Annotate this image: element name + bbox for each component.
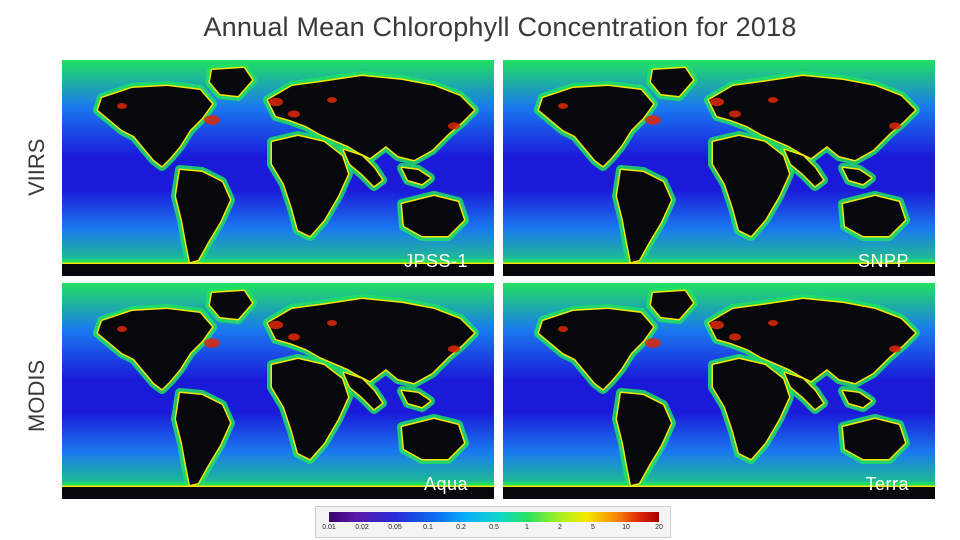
- extreme-chlorophyll-spot: [558, 326, 568, 332]
- colorbar-tick-label: 0.05: [388, 524, 402, 531]
- colorbar-tick-label: 2: [558, 524, 562, 531]
- landmass: [272, 359, 348, 459]
- chlorophyll-map: [62, 60, 494, 276]
- extreme-chlorophyll-spot: [768, 320, 778, 326]
- extreme-chlorophyll-spot: [729, 110, 741, 118]
- extreme-chlorophyll-spot: [729, 333, 741, 341]
- extreme-chlorophyll-spot: [889, 122, 901, 130]
- map-panel-aqua: Aqua: [62, 283, 494, 499]
- landmass: [344, 150, 382, 186]
- extreme-chlorophyll-spot: [117, 103, 127, 109]
- landmass: [210, 68, 252, 96]
- extreme-chlorophyll-spot: [768, 97, 778, 103]
- page-title: Annual Mean Chlorophyll Concentration fo…: [203, 12, 797, 42]
- landmass: [617, 170, 671, 262]
- landmass: [402, 196, 464, 236]
- colorbar-tick-label: 10: [622, 524, 630, 531]
- extreme-chlorophyll-spot: [204, 338, 220, 348]
- landmass: [785, 150, 823, 186]
- colorbar-tick-label: 0.01: [322, 524, 336, 531]
- extreme-chlorophyll-spot: [269, 97, 283, 107]
- extreme-chlorophyll-spot: [117, 326, 127, 332]
- extreme-chlorophyll-spot: [889, 345, 901, 353]
- colorbar-tick-label: 0.2: [456, 524, 466, 531]
- extreme-chlorophyll-spot: [204, 115, 220, 125]
- landmass: [651, 291, 693, 319]
- map-panel-snpp: SNPP: [503, 60, 935, 276]
- colorbar-tick-label: 0.1: [423, 524, 433, 531]
- colorbar-frame: [315, 506, 671, 538]
- colorbar-tick-label: 0.5: [489, 524, 499, 531]
- landmass: [176, 393, 230, 485]
- landmass: [272, 136, 348, 236]
- extreme-chlorophyll-spot: [645, 338, 661, 348]
- colorbar-legend: 0.01 0.02 0.05 0.1 0.2 0.5 1 2 5 10 20: [315, 506, 671, 538]
- satellite-label: SNPP: [857, 251, 909, 271]
- landmass: [651, 68, 693, 96]
- landmass: [709, 299, 915, 383]
- landmass: [62, 264, 494, 276]
- satellite-label: Terra: [865, 474, 909, 494]
- colorbar-tick-label: 20: [655, 524, 663, 531]
- extreme-chlorophyll-spot: [558, 103, 568, 109]
- landmass: [709, 76, 915, 160]
- chlorophyll-map: [503, 283, 935, 499]
- colorbar-tick-label: 1: [525, 524, 529, 531]
- extreme-chlorophyll-spot: [710, 320, 724, 330]
- extreme-chlorophyll-spot: [710, 97, 724, 107]
- landmass: [713, 136, 789, 236]
- landmass: [344, 373, 382, 409]
- landmass: [402, 391, 430, 407]
- landmass: [268, 76, 474, 160]
- extreme-chlorophyll-spot: [645, 115, 661, 125]
- map-panel-jpss1: JPSS-1: [62, 60, 494, 276]
- landmass: [268, 299, 474, 383]
- row-label-modis: MODIS: [24, 359, 49, 432]
- extreme-chlorophyll-spot: [288, 333, 300, 341]
- landmass: [843, 168, 871, 184]
- colorbar-tick-label: 5: [591, 524, 595, 531]
- landmass: [617, 393, 671, 485]
- chlorophyll-map: [503, 60, 935, 276]
- landmass: [176, 170, 230, 262]
- landmass: [785, 373, 823, 409]
- landmass: [843, 419, 905, 459]
- landmass: [713, 359, 789, 459]
- satellite-label: JPSS-1: [403, 251, 468, 271]
- chlorophyll-map: [62, 283, 494, 499]
- map-panel-terra: Terra: [503, 283, 935, 499]
- landmass: [402, 168, 430, 184]
- row-label-viirs: VIIRS: [24, 138, 49, 196]
- landmass: [62, 487, 494, 499]
- extreme-chlorophyll-spot: [269, 320, 283, 330]
- extreme-chlorophyll-spot: [288, 110, 300, 118]
- landmass: [402, 419, 464, 459]
- extreme-chlorophyll-spot: [327, 320, 337, 326]
- colorbar-gradient: [329, 512, 659, 522]
- extreme-chlorophyll-spot: [327, 97, 337, 103]
- extreme-chlorophyll-spot: [448, 345, 460, 353]
- landmass: [503, 264, 935, 276]
- landmass: [210, 291, 252, 319]
- landmass: [843, 196, 905, 236]
- satellite-label: Aqua: [423, 474, 468, 494]
- colorbar-tick-label: 0.02: [355, 524, 369, 531]
- extreme-chlorophyll-spot: [448, 122, 460, 130]
- landmass: [843, 391, 871, 407]
- landmass: [503, 487, 935, 499]
